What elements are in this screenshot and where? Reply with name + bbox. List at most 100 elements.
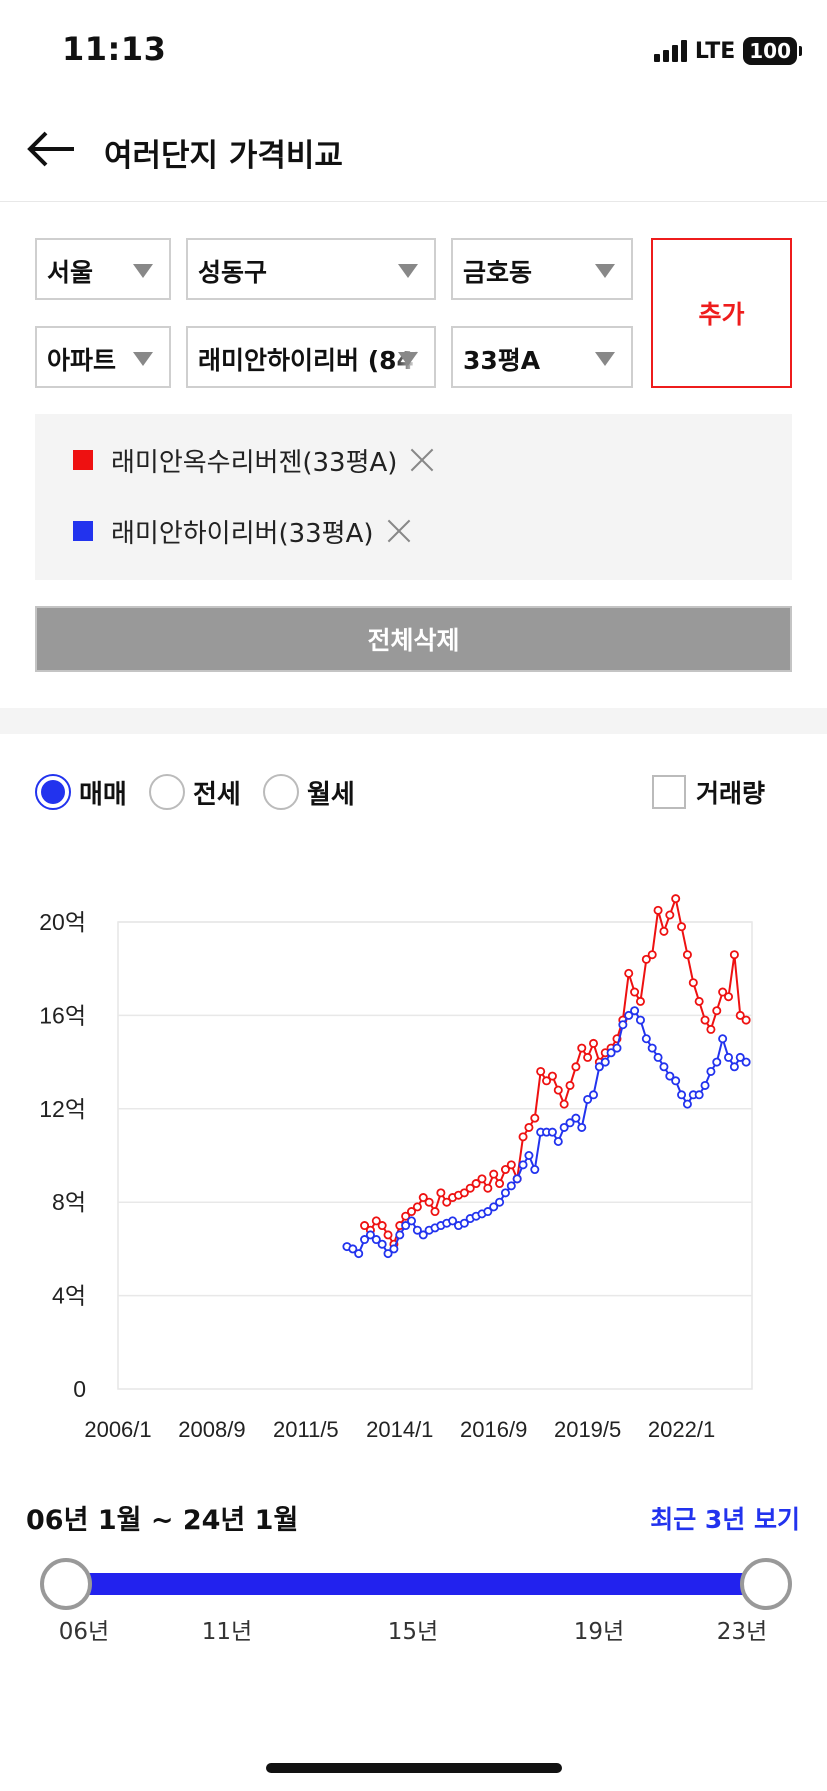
signal-icon — [653, 40, 687, 62]
data-point — [606, 1048, 616, 1058]
y-tick-label: 8억 — [52, 1189, 86, 1215]
data-point — [506, 1160, 516, 1170]
data-point — [647, 1043, 657, 1053]
data-point — [571, 1062, 581, 1072]
radio-monthly[interactable]: 월세 — [263, 772, 355, 812]
data-point — [547, 1071, 557, 1081]
data-point — [665, 1071, 675, 1081]
data-point — [407, 1207, 417, 1217]
radio-circle — [35, 774, 71, 810]
volume-checkbox[interactable]: 거래량 — [652, 774, 765, 810]
triangle-down-icon — [398, 352, 418, 366]
data-point — [459, 1218, 469, 1228]
data-point — [718, 987, 728, 997]
plot-frame — [117, 921, 753, 1390]
data-point — [395, 1230, 405, 1240]
status-icons: LTE 100 — [653, 36, 802, 66]
x-tick-label: 2019/5 — [554, 1417, 621, 1440]
radio-jeonse[interactable]: 전세 — [149, 772, 241, 812]
district-select[interactable]: 성동구 — [186, 238, 436, 300]
data-point — [577, 1043, 587, 1053]
x-tick-label: 2008/9 — [178, 1417, 245, 1440]
data-point — [360, 1221, 370, 1231]
y-tick-label: 4억 — [52, 1283, 86, 1309]
back-button[interactable] — [26, 124, 82, 174]
data-point — [412, 1225, 422, 1235]
radio-circle — [149, 774, 185, 810]
triangle-down-icon — [133, 352, 153, 366]
status-time: 11:13 — [62, 30, 167, 68]
slider-tick-label: 23년 — [716, 1619, 768, 1645]
range-slider-end-handle[interactable] — [740, 1558, 792, 1610]
data-point — [671, 894, 681, 904]
slider-tick-label: 15년 — [387, 1619, 439, 1645]
data-point — [659, 1062, 669, 1072]
data-point — [665, 910, 675, 920]
x-tick-label: 2022/1 — [648, 1417, 715, 1440]
section-divider — [0, 708, 827, 734]
data-point — [407, 1216, 417, 1226]
radio-label: 월세 — [307, 779, 355, 810]
radio-sale[interactable]: 매매 — [35, 772, 127, 812]
data-point — [724, 1052, 734, 1062]
data-point — [465, 1183, 475, 1193]
data-point — [354, 1249, 364, 1259]
data-point — [500, 1165, 510, 1175]
data-point — [724, 992, 734, 1002]
data-point — [383, 1249, 393, 1259]
data-point — [712, 1057, 722, 1067]
triangle-down-icon — [133, 264, 153, 278]
type-select[interactable]: 아파트 — [35, 326, 171, 388]
range-slider-start-handle[interactable] — [40, 1558, 92, 1610]
add-button[interactable]: 추가 — [651, 238, 792, 388]
color-swatch — [73, 521, 93, 541]
data-point — [383, 1230, 393, 1240]
data-point — [694, 1090, 704, 1100]
data-point — [495, 1179, 505, 1189]
home-indicator — [266, 1763, 562, 1773]
data-point — [718, 1034, 728, 1044]
data-point — [518, 1160, 528, 1170]
dong-select[interactable]: 금호동 — [451, 238, 633, 300]
compare-list: 래미안옥수리버젠(33평A) 래미안하이리버(33평A) — [35, 414, 792, 580]
range-slider-track[interactable] — [64, 1573, 764, 1595]
triangle-down-icon — [595, 352, 615, 366]
city-select[interactable]: 서울 — [35, 238, 171, 300]
data-point — [641, 1034, 651, 1044]
radio-label: 매매 — [79, 779, 127, 810]
data-point — [489, 1169, 499, 1179]
radio-label: 전세 — [193, 779, 241, 810]
y-tick-label: 16억 — [39, 1002, 86, 1028]
data-point — [635, 1015, 645, 1025]
volume-checkbox-label: 거래량 — [696, 779, 766, 808]
delete-all-button[interactable]: 전체삭제 — [35, 606, 792, 672]
data-point — [571, 1113, 581, 1123]
data-point — [442, 1197, 452, 1207]
data-point — [377, 1221, 387, 1231]
data-point — [547, 1127, 557, 1137]
size-select[interactable]: 33평A — [451, 326, 633, 388]
compare-item: 래미안옥수리버젠(33평A) — [73, 440, 437, 480]
x-tick-label: 2011/5 — [273, 1417, 339, 1440]
data-point — [542, 1076, 552, 1086]
compare-item-label: 래미안하이리버(33평A) — [111, 518, 374, 549]
data-point — [365, 1230, 375, 1240]
complex-select[interactable]: 래미안하이리버 (847 — [186, 326, 436, 388]
data-point — [630, 1006, 640, 1016]
data-point — [530, 1165, 540, 1175]
slider-tick-label: 19년 — [573, 1619, 625, 1645]
data-point — [559, 1099, 569, 1109]
close-icon[interactable] — [407, 445, 437, 475]
close-icon[interactable] — [384, 516, 414, 546]
data-point — [530, 1113, 540, 1123]
data-point — [589, 1038, 599, 1048]
triangle-down-icon — [595, 264, 615, 278]
data-point — [401, 1211, 411, 1221]
data-point — [477, 1174, 487, 1184]
compare-item-label: 래미안옥수리버젠(33평A) — [111, 447, 398, 478]
district-select-value: 성동구 — [198, 258, 268, 287]
data-point — [483, 1207, 493, 1217]
recent-3-years-link[interactable]: 최근 3년 보기 — [650, 1505, 800, 1534]
data-point — [729, 950, 739, 960]
data-point — [424, 1197, 434, 1207]
